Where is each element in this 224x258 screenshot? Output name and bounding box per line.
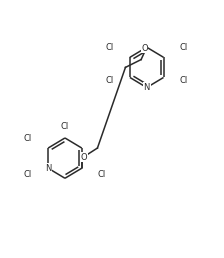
Text: O: O — [81, 152, 87, 162]
Text: Cl: Cl — [106, 43, 114, 52]
Text: N: N — [144, 83, 150, 92]
Text: Cl: Cl — [97, 171, 106, 179]
Text: N: N — [45, 164, 51, 173]
Text: Cl: Cl — [179, 43, 187, 52]
Text: Cl: Cl — [179, 76, 187, 85]
Text: Cl: Cl — [24, 134, 32, 143]
Text: Cl: Cl — [24, 171, 32, 179]
Text: O: O — [141, 44, 148, 53]
Text: Cl: Cl — [106, 76, 114, 85]
Text: Cl: Cl — [61, 122, 69, 131]
